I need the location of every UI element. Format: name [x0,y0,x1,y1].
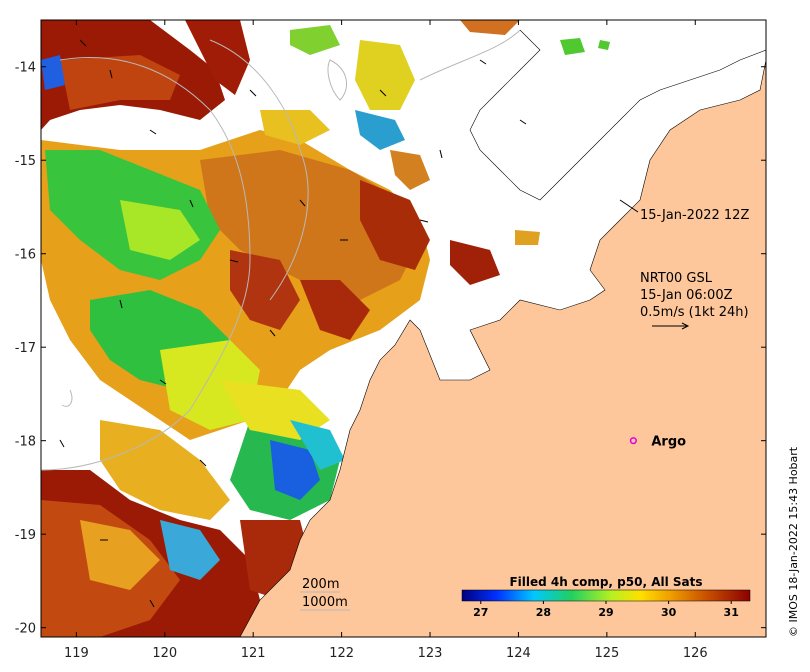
lon-tick-label: 122 [329,646,354,661]
lat-tick-label: -19 [15,528,36,543]
product-name-label: NRT00 GSL [640,271,713,286]
lon-tick-label: 126 [683,646,708,661]
lat-tick-label: -18 [15,435,36,450]
bathymetry-contours [41,29,521,471]
map-frame [40,19,767,638]
current-vectors [59,39,527,608]
colorbar-tick-label: 29 [598,606,613,619]
colorbar-tick-label: 30 [661,606,677,619]
lat-tick-label: -20 [15,622,36,637]
lon-tick-label: 121 [241,646,266,661]
lat-tick-label: -16 [15,248,36,263]
contour-label-1000m: 1000m [302,595,348,610]
lon-tick-label: 124 [506,646,531,661]
longitude-axis: 119 120 121 122 123 124 125 126 [64,20,708,661]
lon-tick-label: 125 [594,646,619,661]
colorbar-tick-label: 28 [536,606,551,619]
lon-tick-label: 123 [418,646,443,661]
vector-scale-arrow [652,322,690,330]
argo-float-label: Argo [651,435,686,450]
sst-field [41,20,610,637]
australian-landmass [239,59,766,637]
contour-label-200m: 200m [302,577,339,592]
lat-tick-label: -15 [15,154,36,169]
map-plot-area [41,20,766,637]
vector-scale-label: 0.5m/s (1kt 24h) [640,305,749,320]
colorbar-tick-label: 31 [724,606,739,619]
imos-credit: © IMOS 18-Jan-2022 15:43 Hobart [787,446,800,637]
lon-tick-label: 120 [152,646,177,661]
colorbar-tick-label: 27 [473,606,488,619]
sst-colorbar: Filled 4h comp, p50, All Sats 27 28 29 30 31 [461,575,751,619]
lat-tick-label: -14 [15,61,36,76]
colorbar-title: Filled 4h comp, p50, All Sats [509,575,702,589]
argo-drift-track [619,199,639,213]
latitude-axis: -14 -15 -16 -17 -18 -19 -20 [15,61,766,637]
track-time-label: 15-Jan-2022 12Z [640,208,749,223]
product-time-label: 15-Jan 06:00Z [640,288,733,303]
argo-float-marker [629,437,637,445]
lon-tick-label: 119 [64,646,89,661]
colorbar-gradient [461,589,751,602]
lat-tick-label: -17 [15,341,36,356]
